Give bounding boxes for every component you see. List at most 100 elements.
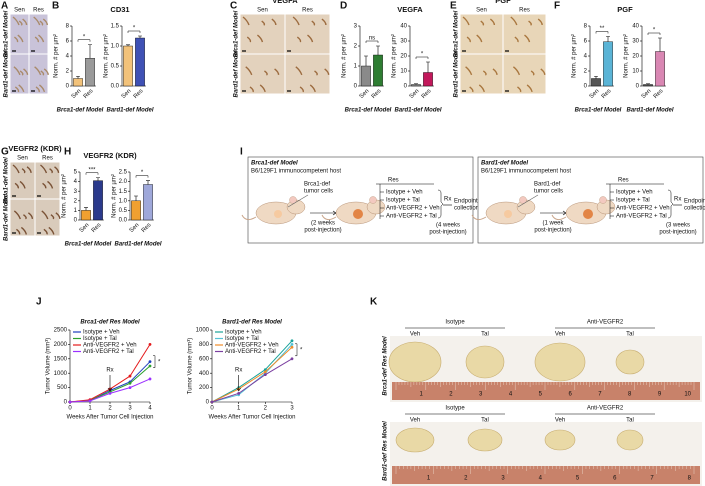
micrograph xyxy=(10,199,35,236)
error-bar xyxy=(138,35,142,38)
significance-label: * xyxy=(158,359,161,365)
y-axis-label: Norm. # per µm² xyxy=(62,174,68,218)
series-point xyxy=(108,391,112,395)
y-axis-label: Norm. # per µm² xyxy=(392,34,398,78)
legend-label: Isotype + Veh xyxy=(83,330,120,336)
error-bar xyxy=(594,75,598,79)
scheme-treatment: Isotype + Tal xyxy=(616,198,650,204)
ruler-number: 4 xyxy=(539,476,543,482)
y-axis-label: Tumor Volume (mm³) xyxy=(46,338,52,394)
tumor xyxy=(615,349,645,375)
bar xyxy=(123,45,133,87)
scheme-start: (2 weeks xyxy=(311,221,335,227)
error-bar xyxy=(646,83,650,85)
bar xyxy=(411,84,421,87)
stain xyxy=(13,210,21,220)
series-line xyxy=(211,358,293,403)
x-axis-label: Bard1-def Model xyxy=(626,108,673,114)
significance-bracket xyxy=(647,32,661,35)
stain xyxy=(517,86,522,93)
y-tick-label: 4 xyxy=(66,54,70,60)
stain xyxy=(307,34,314,43)
error-bar xyxy=(126,44,130,46)
micrograph xyxy=(10,162,35,199)
scheme-start: post-injection) xyxy=(534,228,571,234)
y-tick-label: 2.5 xyxy=(119,170,128,176)
series-point xyxy=(290,357,294,361)
y-tick-label: 0.0 xyxy=(119,218,128,224)
stain xyxy=(246,36,252,43)
injection-arrow xyxy=(517,194,539,208)
scheme-cells: Bard1-def xyxy=(534,182,561,188)
row-label: Brca1-def Model xyxy=(454,10,460,57)
y-tick-label: 1.0 xyxy=(119,198,128,204)
tumor xyxy=(544,429,576,451)
stain xyxy=(12,16,20,26)
x-tick-label: 3 xyxy=(128,406,132,412)
series-point xyxy=(128,381,132,385)
mouse-ear xyxy=(289,196,297,204)
series-point xyxy=(263,370,267,374)
x-axis-label: Bard1-def Model xyxy=(114,242,161,248)
significance-label: * xyxy=(421,52,424,58)
y-axis-label: Norm. # per µm² xyxy=(112,174,118,218)
y-tick-label: 0.0 xyxy=(111,84,120,90)
stain xyxy=(295,66,303,76)
y-tick-label: 0 xyxy=(64,400,68,406)
series-line xyxy=(211,346,293,403)
tumor xyxy=(465,345,505,379)
scheme-treatment: Isotype + Tal xyxy=(386,198,420,204)
y-axis-label: Norm. # per µm² xyxy=(624,34,630,78)
significance-bracket xyxy=(415,56,429,59)
chart-title: Brca1-def Res Model xyxy=(80,320,140,326)
series-point xyxy=(148,364,152,368)
model-label: Brca1-def Res Model xyxy=(383,336,389,396)
column-label: Res xyxy=(33,8,44,14)
legend-label: Anti-VEGFR2 + Tal xyxy=(225,349,276,355)
stain xyxy=(21,168,26,174)
bar xyxy=(131,200,141,221)
y-tick-label: 200 xyxy=(199,385,210,391)
stain xyxy=(296,36,302,43)
scheme-cells: tumor cells xyxy=(304,189,333,195)
x-axis-label: Weeks After Tumor Cell Injection xyxy=(67,415,154,421)
x-tick-label: Sen xyxy=(79,222,91,234)
group-bracket xyxy=(606,183,664,219)
panel-letter: D xyxy=(340,1,347,12)
stain xyxy=(27,212,34,219)
y-tick-label: 2 xyxy=(66,69,70,75)
x-tick-label: Res xyxy=(371,88,383,100)
stain xyxy=(530,70,535,76)
stain xyxy=(478,84,485,93)
stain xyxy=(47,180,54,189)
bar xyxy=(73,78,83,87)
panel-title: VEGFA xyxy=(272,0,298,5)
bar xyxy=(135,37,145,87)
panel-title: VEGFA xyxy=(397,5,423,14)
scheme-endpoint: Endpoint xyxy=(684,199,705,205)
panel-title: VEGFR2 (KDR) xyxy=(8,144,62,153)
micrograph xyxy=(503,14,546,54)
y-tick-label: 2 xyxy=(584,69,588,75)
x-tick-label: 1 xyxy=(237,406,241,412)
y-tick-label: 6 xyxy=(66,39,70,45)
stain xyxy=(249,86,254,93)
scheme-treatment: Anti-VEGFR2 + Veh xyxy=(616,206,670,212)
series-point xyxy=(290,343,294,346)
stain xyxy=(20,226,28,235)
stain xyxy=(292,16,300,26)
scheme-treatment: Isotype + Veh xyxy=(616,190,653,196)
scheme-model: Bard1-def Model xyxy=(481,161,528,167)
y-tick-label: 40 xyxy=(632,24,639,30)
ruler-number: 2 xyxy=(449,392,453,398)
series-point xyxy=(128,386,132,389)
y-axis-label: Tumor Volume (mm³) xyxy=(188,338,194,394)
series-point xyxy=(148,360,152,364)
significance-bracket xyxy=(595,31,609,34)
significance-bracket xyxy=(153,355,156,368)
x-tick-label: Sen xyxy=(641,88,653,100)
error-bar xyxy=(658,37,662,52)
y-tick-label: 600 xyxy=(199,356,210,362)
micrograph xyxy=(285,14,330,54)
row-label: Brca1-def Model xyxy=(4,157,10,204)
